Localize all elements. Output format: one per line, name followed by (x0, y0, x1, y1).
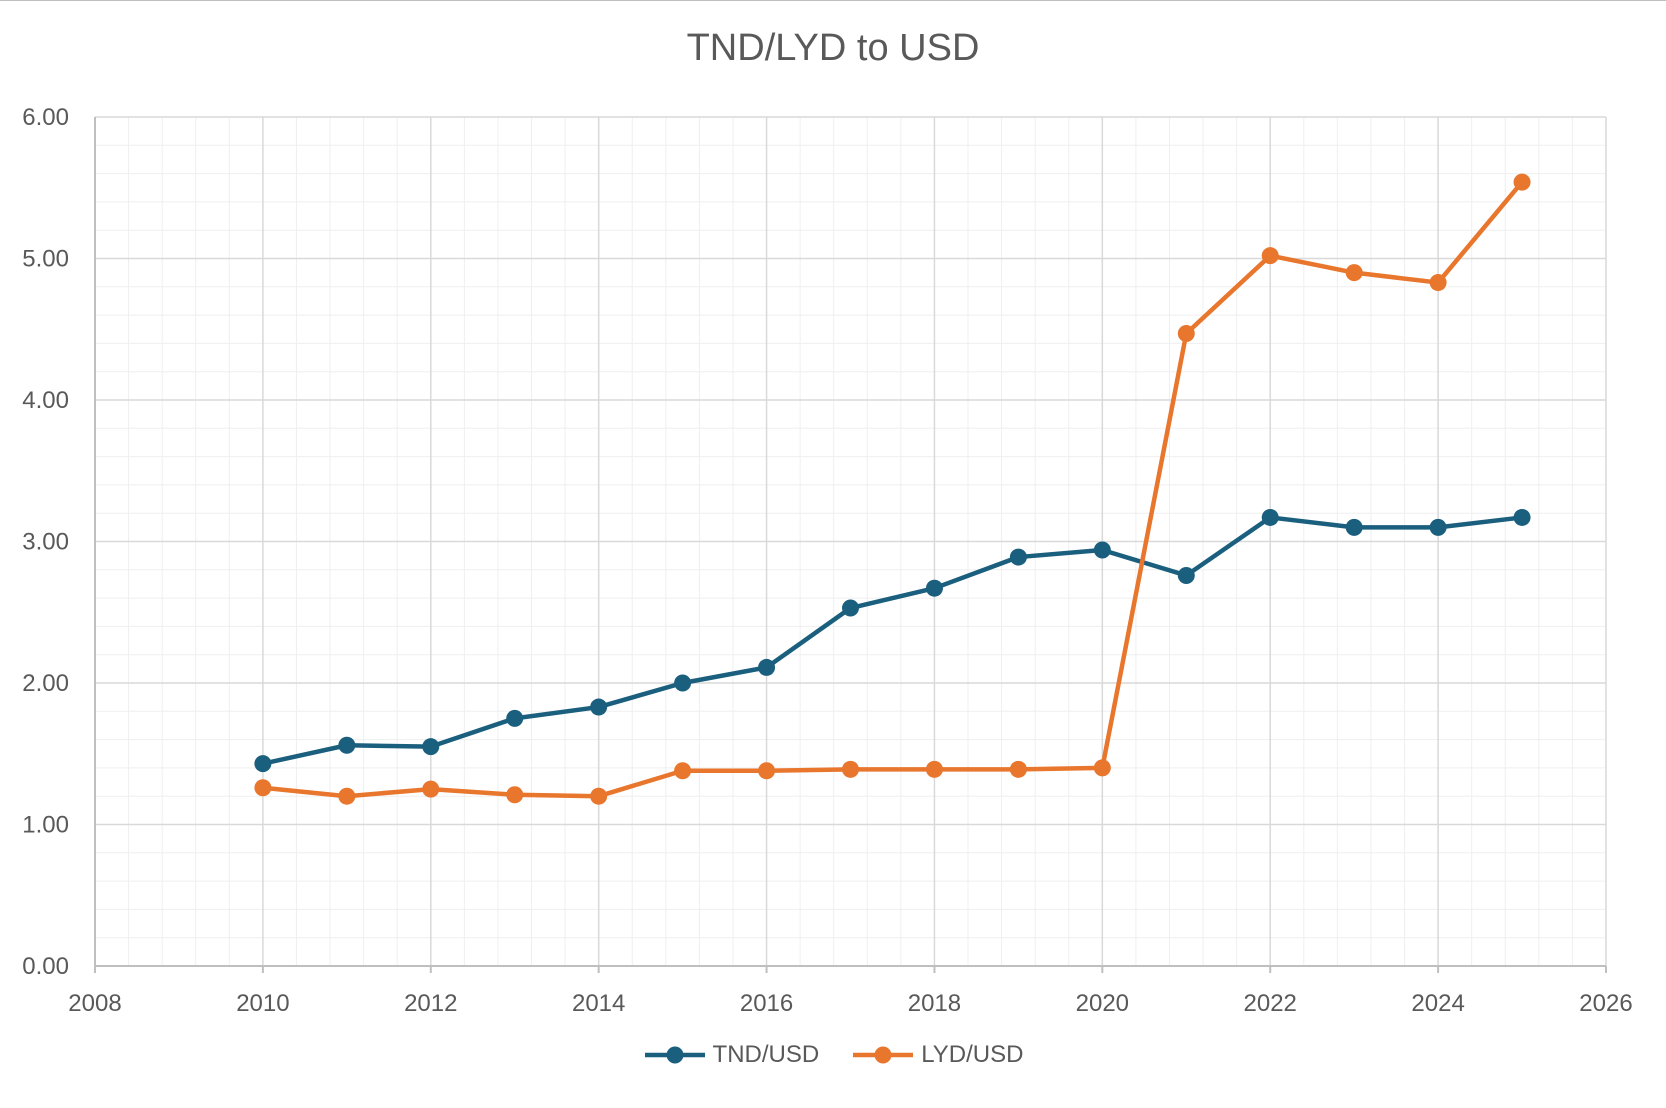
series-layer (254, 173, 1531, 805)
major-gridlines (94, 116, 1607, 967)
data-point (1345, 264, 1363, 282)
y-axis-tick-labels: 0.00 1.00 2.00 3.00 4.00 5.00 6.00 (22, 104, 69, 980)
x-tick-label: 2024 (1411, 990, 1464, 1017)
data-point (1345, 518, 1363, 536)
y-tick-label: 4.00 (22, 387, 69, 414)
data-point (1261, 247, 1279, 265)
data-point (590, 698, 608, 716)
series-tnd-usd (254, 508, 1531, 773)
chart-legend: TND/USD LYD/USD (0, 1041, 1666, 1069)
data-point (590, 787, 608, 805)
x-axis-tick-labels: 2008 2010 2012 2014 2016 2018 2020 2022 2024 2026 (68, 990, 1632, 1017)
data-point (1429, 518, 1447, 536)
legend-dot (666, 1046, 684, 1064)
x-tick-label: 2016 (740, 990, 793, 1017)
data-point (758, 658, 776, 676)
data-point (422, 738, 440, 756)
y-tick-label: 6.00 (22, 104, 69, 131)
data-point (1261, 508, 1279, 526)
data-point (254, 755, 272, 773)
y-tick-label: 1.00 (22, 812, 69, 839)
legend-item: LYD/USD (851, 1041, 1023, 1069)
legend-label: TND/USD (712, 1041, 820, 1068)
data-point (1429, 274, 1447, 292)
data-point (1009, 548, 1027, 566)
data-point (842, 760, 859, 778)
y-tick-label: 3.00 (22, 529, 69, 556)
x-tick-label: 2018 (908, 990, 961, 1017)
legend-marker (853, 1046, 914, 1064)
data-point (1177, 324, 1195, 342)
legend-label: LYD/USD (921, 1041, 1024, 1068)
data-point (506, 786, 524, 804)
data-point (1177, 566, 1195, 584)
x-tick-label: 2008 (68, 990, 121, 1017)
data-point (925, 579, 943, 597)
x-tick-label: 2010 (236, 990, 289, 1017)
data-point (338, 736, 356, 754)
x-tick-label: 2014 (572, 990, 625, 1017)
data-point (1093, 759, 1111, 777)
series-lyd-usd (254, 173, 1531, 805)
y-tick-label: 5.00 (22, 246, 69, 273)
data-point (422, 780, 440, 798)
data-point (674, 762, 692, 780)
data-point (925, 760, 943, 778)
data-point (1009, 760, 1027, 778)
data-point (674, 674, 692, 692)
data-point (758, 762, 776, 780)
data-point (842, 599, 859, 617)
data-point (1513, 508, 1531, 526)
series-line (260, 179, 1525, 799)
legend-dot (874, 1046, 892, 1064)
data-point (1513, 173, 1531, 191)
axes (94, 117, 1607, 973)
data-point (254, 779, 272, 797)
x-tick-label: 2026 (1579, 990, 1632, 1017)
data-point (338, 787, 356, 805)
x-tick-label: 2022 (1244, 990, 1297, 1017)
legend-marker (644, 1046, 705, 1064)
data-point (506, 709, 524, 727)
data-point (1093, 541, 1111, 559)
chart-title: TND/LYD to USD (686, 27, 980, 69)
y-tick-label: 2.00 (22, 670, 69, 697)
legend-item: TND/USD (643, 1041, 820, 1069)
x-tick-label: 2020 (1076, 990, 1129, 1017)
x-tick-label: 2012 (404, 990, 457, 1017)
series-line (260, 515, 1525, 766)
y-tick-label: 0.00 (22, 953, 69, 980)
